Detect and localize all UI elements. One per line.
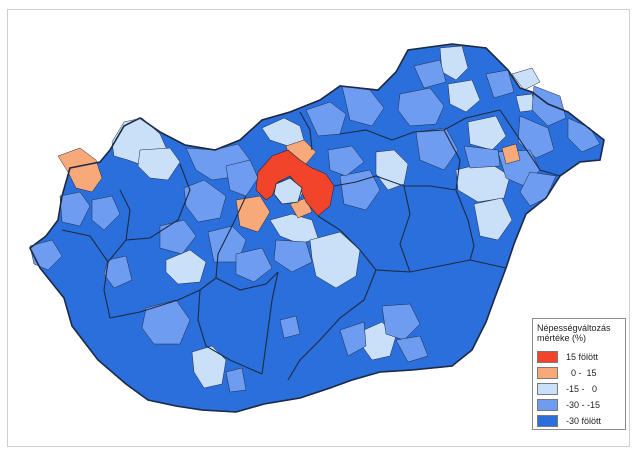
capital-city xyxy=(273,177,303,205)
legend-swatch xyxy=(537,415,558,427)
legend-swatch xyxy=(537,367,558,379)
legend-label: 0 - 15 xyxy=(566,368,597,378)
county-borders xyxy=(61,109,561,381)
legend-swatch xyxy=(537,399,558,411)
legend-label: 15 fölött xyxy=(566,352,599,362)
legend-item-0-15: 0 - 15 xyxy=(537,365,621,381)
country-border xyxy=(28,43,605,413)
districts-orange xyxy=(57,139,521,233)
legend-item-minus30-minus15: -30 - -15 xyxy=(537,397,621,413)
map-legend: Népességváltozás mértéke (%) 15 fölött 0… xyxy=(532,318,626,430)
legend-item-minus15-0: -15 - 0 xyxy=(537,381,621,397)
legend-label: -30 - -15 xyxy=(566,400,601,410)
legend-label: -30 fölött xyxy=(566,416,602,426)
legend-swatch xyxy=(537,383,558,395)
districts-medium-blue xyxy=(29,59,601,393)
legend-swatch xyxy=(537,351,558,363)
legend-title: Népességváltozás mértéke (%) xyxy=(537,323,611,343)
legend-item-15-plus: 15 fölött xyxy=(537,349,621,365)
legend-item-minus30-plus: -30 fölött xyxy=(537,413,621,429)
legend-label: -15 - 0 xyxy=(566,384,598,394)
